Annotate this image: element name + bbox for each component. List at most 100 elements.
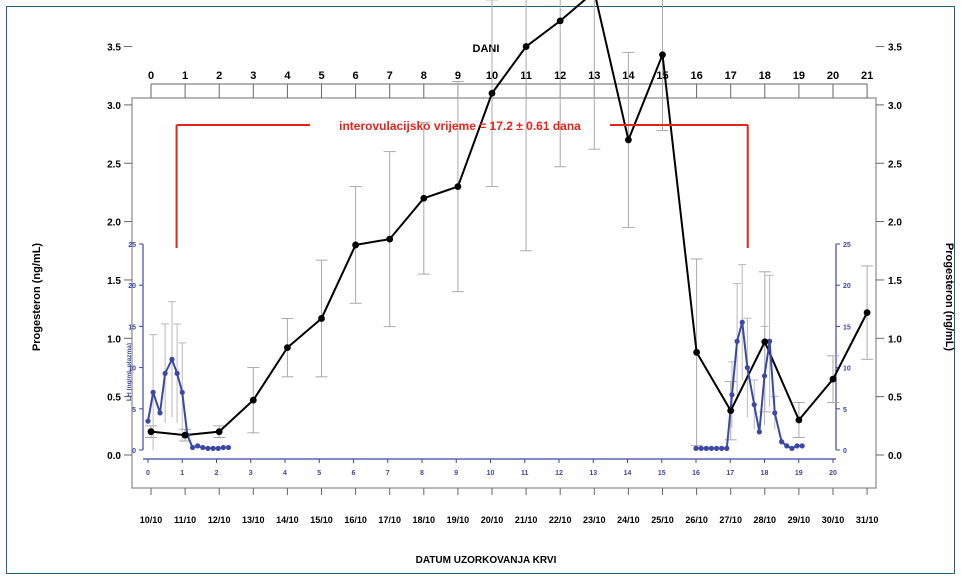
bottom-axis-title: DATUM UZORKOVANJA KRVI: [416, 555, 557, 566]
lh-axis-title: LH (ng/mL plazma): [126, 343, 133, 401]
chart-frame: [6, 6, 955, 574]
lh-point: [708, 445, 715, 451]
plot-area: [131, 97, 877, 489]
top-axis-tick-label: 21: [861, 70, 873, 82]
bottom-axis-tick-label: 30/10: [822, 515, 845, 525]
progesterone-point: [522, 43, 530, 50]
right-axis-tick-label: 1.5: [888, 276, 902, 287]
right-axis-tick-label: 0.0: [888, 451, 902, 462]
lh-bottom-tick-label: 8: [420, 470, 424, 477]
progesterone-point: [352, 241, 359, 249]
top-axis-tick-label: 20: [827, 70, 839, 82]
top-axis-tick-label: 9: [455, 70, 461, 82]
progesterone-point: [693, 348, 700, 356]
top-axis-tick-label: 4: [284, 70, 291, 82]
right-axis-tick-label: 3.0: [888, 101, 902, 112]
lh-point: [200, 444, 206, 451]
right-axis-tick-label: 1.0: [888, 334, 902, 345]
lh-bottom-tick-label: 6: [352, 470, 356, 477]
progesterone-point: [454, 183, 462, 190]
progesterone-point: [761, 338, 769, 346]
lh-bottom-tick-label: 10: [487, 470, 495, 477]
bottom-axis-tick-label: 27/10: [719, 515, 742, 525]
left-axis-tick-label: 3.5: [107, 43, 121, 54]
lh-left-tick-label: 5: [132, 407, 136, 414]
right-axis-title: Progesteron (ng/mL): [943, 243, 955, 352]
lh-bottom-tick-label: 9: [454, 470, 458, 477]
top-axis-tick-label: 3: [250, 70, 256, 82]
lh-point: [751, 402, 757, 408]
progesterone-point: [215, 428, 223, 436]
lh-bottom-tick-label: 13: [589, 470, 597, 477]
lh-point: [145, 418, 151, 424]
lh-point: [779, 439, 785, 445]
lh-point: [150, 389, 156, 395]
lh-point: [767, 338, 773, 344]
lh-bottom-tick-label: 17: [726, 470, 734, 477]
lh-point: [210, 445, 216, 451]
progesterone-line: [150, 0, 868, 437]
bottom-axis-tick-label: 21/10: [515, 515, 538, 525]
lh-bottom-tick-label: 0: [146, 470, 150, 477]
bottom-axis-tick-label: 15/10: [310, 515, 333, 525]
bottom-axis-tick-label: 11/10: [174, 515, 196, 525]
lh-point: [693, 445, 699, 451]
lh-bottom-tick-label: 15: [658, 470, 666, 477]
lh-point: [761, 373, 768, 379]
lh-bottom-tick-label: 20: [829, 470, 837, 477]
progesterone-point: [625, 136, 632, 144]
lh-bottom-tick-label: 11: [521, 470, 529, 477]
lh-point: [162, 370, 168, 376]
lh-point: [225, 444, 232, 451]
lh-point: [179, 389, 185, 395]
lh-point: [789, 445, 795, 451]
lh-left-tick-label: 20: [128, 283, 136, 290]
progesterone-point: [488, 89, 496, 97]
progesterone-point: [147, 428, 155, 436]
lh-left-tick-label: 0: [132, 448, 136, 455]
bottom-axis-tick-label: 18/10: [413, 515, 436, 525]
bottom-axis-tick-label: 16/10: [344, 515, 367, 525]
lh-bottom-tick-label: 5: [317, 470, 321, 477]
lh-bottom-tick-label: 19: [795, 470, 803, 477]
bottom-axis-tick-label: 10/10: [140, 515, 163, 525]
bottom-axis-tick-label: 17/10: [378, 515, 401, 525]
lh-point: [174, 370, 180, 376]
lh-point: [215, 445, 221, 451]
bottom-axis-tick-label: 14/10: [276, 515, 299, 525]
lh-point: [799, 443, 805, 449]
top-axis-title: DANI: [473, 43, 500, 55]
lh-left-tick-label: 25: [128, 242, 136, 249]
bottom-axis-tick-label: 24/10: [617, 515, 640, 525]
lh-point: [719, 445, 725, 451]
lh-point: [729, 392, 735, 398]
lh-point: [756, 429, 762, 435]
top-axis-tick-label: 19: [793, 70, 805, 82]
lh-point: [698, 445, 704, 451]
top-axis-tick-label: 0: [148, 70, 154, 82]
lh-point: [794, 443, 800, 449]
lh-point: [157, 410, 163, 416]
bottom-axis-tick-label: 29/10: [788, 515, 811, 525]
lh-right-tick-label: 10: [843, 366, 851, 373]
annotation-text: interovulacijsko vrijeme = 17.2 ± 0.61 d…: [339, 119, 581, 133]
bottom-axis-tick-label: 25/10: [651, 515, 674, 525]
right-axis-tick-label: 3.5: [888, 43, 902, 54]
lh-right-tick-label: 0: [843, 448, 847, 455]
bottom-axis-tick-label: 31/10: [856, 515, 879, 525]
bottom-axis-tick-label: 26/10: [685, 515, 708, 525]
lh-point: [724, 445, 730, 451]
lh-bottom-tick-label: 7: [386, 470, 390, 477]
top-axis-tick-label: 17: [725, 70, 737, 82]
bottom-axis-tick-label: 23/10: [583, 515, 606, 525]
progesterone-point: [829, 375, 837, 383]
lh-point: [744, 365, 750, 371]
bottom-axis-tick-label: 22/10: [549, 515, 572, 525]
top-axis-tick-label: 6: [353, 70, 359, 82]
left-axis-tick-label: 0.0: [107, 451, 121, 462]
progesterone-point: [659, 51, 666, 59]
progesterone-point: [318, 315, 325, 322]
progesterone-point: [556, 17, 564, 25]
top-axis-tick-label: 8: [421, 70, 427, 82]
lh-point: [189, 444, 196, 451]
